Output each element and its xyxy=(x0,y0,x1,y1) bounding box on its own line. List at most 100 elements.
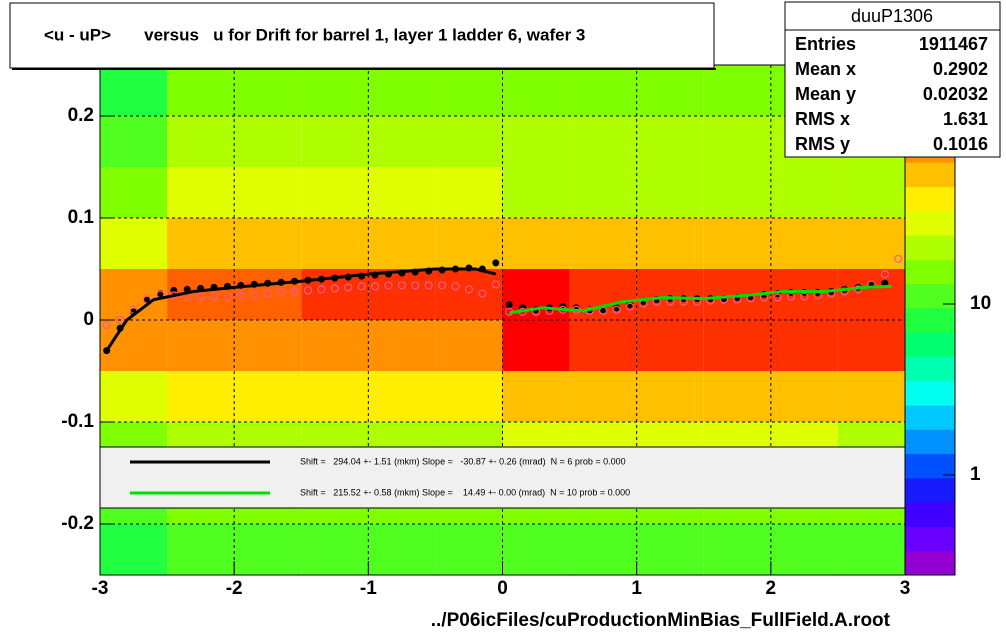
colorbar-band xyxy=(905,186,955,212)
heat-cell xyxy=(837,269,905,320)
profile-circle xyxy=(317,285,326,294)
heat-cell xyxy=(703,65,771,116)
heat-cell xyxy=(703,524,771,575)
profile-circle xyxy=(290,287,299,296)
heat-cell xyxy=(636,65,704,116)
colorbar-band xyxy=(905,453,955,479)
heat-cell xyxy=(234,116,302,167)
heat-cell xyxy=(502,218,570,269)
fit-line xyxy=(508,284,892,315)
heat-cell xyxy=(301,218,369,269)
heat-cell xyxy=(100,65,168,116)
profile-circle xyxy=(196,292,205,301)
colorbar-band xyxy=(905,526,955,552)
stats-title: duuP1306 xyxy=(851,6,933,26)
heat-cell xyxy=(837,371,905,422)
heat-cell xyxy=(636,116,704,167)
heat-cell xyxy=(234,371,302,422)
heat-cell xyxy=(368,218,436,269)
heat-cell xyxy=(569,524,637,575)
legend-text: Shift = 215.52 +- 0.58 (mkm) Slope = 14.… xyxy=(300,487,630,497)
heat-cell xyxy=(167,65,235,116)
heat-cell xyxy=(435,116,503,167)
heat-cell xyxy=(368,116,436,167)
heat-cell xyxy=(301,320,369,371)
profile-circle xyxy=(800,292,809,301)
profile-circle xyxy=(116,315,125,325)
stats-label: RMS y xyxy=(795,134,850,154)
heat-cell xyxy=(502,167,570,218)
profile-circle xyxy=(303,286,313,295)
heat-cell xyxy=(435,167,503,218)
profile-point xyxy=(626,301,634,309)
colorbar-band xyxy=(905,502,955,527)
heat-cell xyxy=(435,320,503,371)
legend-text: Shift = 294.04 +- 1.51 (mkm) Slope = -30… xyxy=(300,456,626,466)
z-tick-label: 1 xyxy=(970,464,981,485)
title-shadow xyxy=(12,68,716,70)
x-tick-label: 1 xyxy=(631,578,642,599)
profile-circle xyxy=(384,281,393,290)
profile-point xyxy=(505,301,513,309)
heat-cell xyxy=(636,524,704,575)
heat-cell xyxy=(569,116,637,167)
legend-box xyxy=(99,446,906,509)
y-tick-label: -0.1 xyxy=(61,411,94,432)
colorbar-band xyxy=(905,210,955,236)
heat-cell xyxy=(636,218,704,269)
y-tick-label: 0 xyxy=(83,309,94,330)
profile-circle xyxy=(464,285,474,294)
x-tick-label: 2 xyxy=(766,578,777,599)
profile-circle xyxy=(612,305,621,314)
colorbar-band xyxy=(905,307,955,333)
heat-cell xyxy=(167,218,235,269)
z-tick-label: 10 xyxy=(970,293,991,314)
x-tick-label: -3 xyxy=(92,578,109,599)
profile-circle xyxy=(773,293,782,302)
heat-cell xyxy=(435,218,503,269)
colorbar-band xyxy=(905,477,955,503)
profile-circle xyxy=(397,281,406,290)
profile-circle xyxy=(411,281,420,290)
heat-cell xyxy=(234,320,302,371)
colorbar-band xyxy=(905,380,955,406)
heat-cell xyxy=(636,167,704,218)
profile-circle xyxy=(102,321,111,330)
heat-cell xyxy=(100,218,168,269)
heat-cell xyxy=(703,116,771,167)
profile-circle xyxy=(263,289,272,298)
profile-point xyxy=(143,296,151,304)
heat-cell xyxy=(435,524,503,575)
stats-label: Mean y xyxy=(795,84,856,104)
stats-box xyxy=(784,1,1001,158)
x-tick-label: 3 xyxy=(900,578,911,599)
heat-cell xyxy=(435,65,503,116)
chart-title: <u - uP> versus u for Drift for barrel 1… xyxy=(44,25,585,44)
heat-cell xyxy=(301,65,369,116)
colorbar-band xyxy=(905,356,955,382)
stats-value: 0.02032 xyxy=(923,84,988,104)
heat-cell xyxy=(837,167,905,218)
heat-cell xyxy=(167,116,235,167)
x-tick-label: -1 xyxy=(360,578,377,599)
heat-cell xyxy=(368,524,436,575)
heat-cell xyxy=(569,65,637,116)
heat-cell xyxy=(502,320,570,371)
heat-cell xyxy=(502,65,570,116)
profile-circle xyxy=(478,289,487,298)
heat-cell xyxy=(368,320,436,371)
profile-circle xyxy=(424,281,433,290)
heat-cell xyxy=(569,218,637,269)
heat-cell xyxy=(837,320,905,371)
stats-value: 0.1016 xyxy=(933,134,988,154)
profile-circle xyxy=(370,282,380,291)
profile-circle xyxy=(491,280,500,289)
heat-cell xyxy=(234,218,302,269)
stats-value: 1911467 xyxy=(919,34,988,54)
heat-cell xyxy=(435,371,503,422)
heat-cell xyxy=(301,167,369,218)
heat-cell xyxy=(703,167,771,218)
heat-cell xyxy=(636,320,704,371)
heat-cell xyxy=(770,167,838,218)
profile-circle xyxy=(438,281,447,290)
